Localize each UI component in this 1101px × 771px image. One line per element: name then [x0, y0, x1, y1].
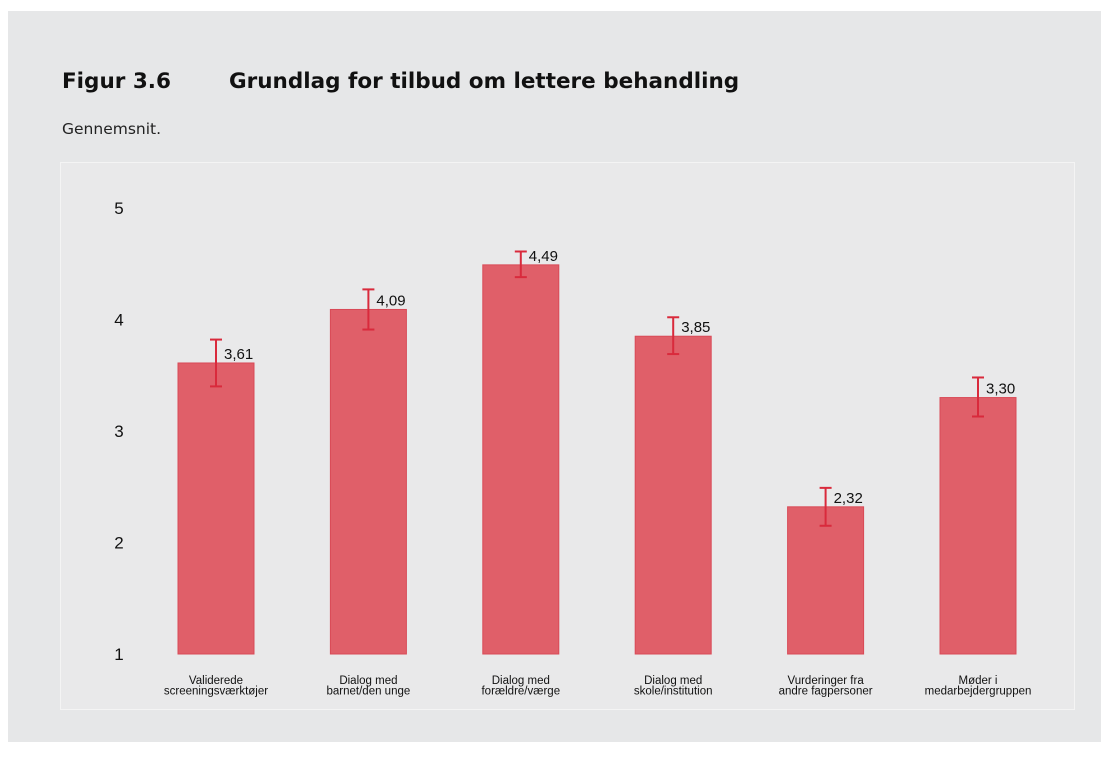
bar [329, 308, 407, 655]
category-label: screeningsværktøjer [164, 686, 268, 698]
y-tick-label: 3 [114, 422, 123, 441]
bars [177, 264, 1017, 655]
category-label: Validerede [189, 675, 243, 687]
error-bars [210, 250, 984, 527]
figure-subtitle: Gennemsnit. [62, 120, 162, 138]
bar [634, 335, 712, 655]
y-tick-label: 2 [114, 534, 123, 553]
figure-title-text: Grundlag for tilbud om lettere behandlin… [229, 69, 740, 94]
bar [939, 397, 1017, 655]
category-label: Dialog med [492, 675, 550, 687]
category-label: andre fagpersoner [779, 686, 873, 698]
y-tick-label: 4 [114, 311, 123, 330]
y-tick-label: 5 [114, 199, 123, 218]
category-label: Dialog med [339, 675, 397, 687]
data-labels: 3,61 4,09 4,49 3,85 2,32 3,30 [224, 248, 1015, 507]
bar [177, 362, 255, 655]
category-label: medarbejdergruppen [925, 686, 1032, 698]
category-label: barnet/den unge [327, 686, 411, 698]
data-label: 4,49 [529, 248, 558, 265]
category-label: Dialog med [644, 675, 702, 687]
category-label: forældre/værge [481, 686, 560, 698]
bar [482, 264, 560, 655]
y-axis-ticks: 1 2 3 4 5 [114, 199, 123, 664]
bar [787, 506, 865, 655]
data-label: 3,61 [224, 346, 253, 363]
data-label: 2,32 [834, 490, 863, 507]
data-label: 3,30 [986, 381, 1015, 398]
data-label: 4,09 [376, 292, 405, 309]
category-label: skole/institution [634, 686, 713, 698]
category-label: Vurderinger fra [787, 675, 864, 687]
category-label: Møder i [959, 675, 998, 687]
figure-number: Figur 3.6 [62, 69, 171, 94]
y-tick-label: 1 [114, 645, 123, 664]
data-label: 3,85 [681, 319, 710, 336]
figure-title: Figur 3.6 Grundlag for tilbud om lettere … [62, 69, 739, 94]
